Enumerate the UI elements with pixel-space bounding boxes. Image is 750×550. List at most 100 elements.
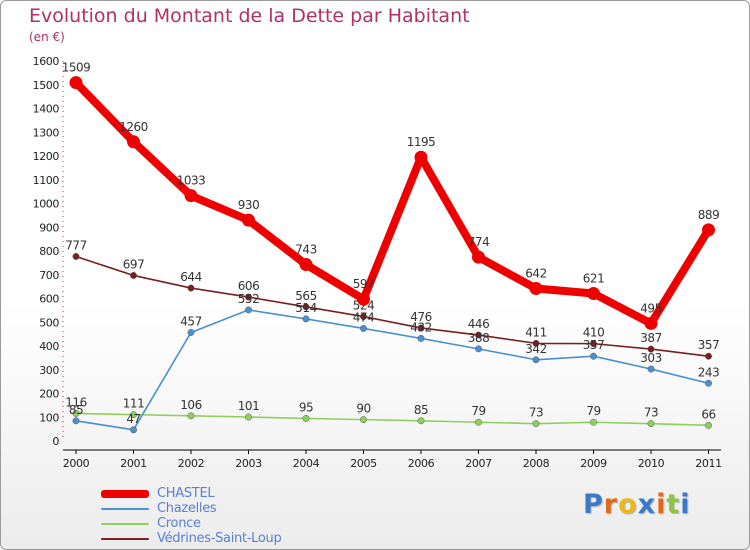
data-label-vedrines-saint-loup: 606 [238, 279, 259, 293]
data-point-chazelles [417, 334, 425, 342]
legend-label: CHASTEL [157, 485, 215, 501]
data-point-chazelles [72, 417, 80, 425]
data-label-cronce: 85 [414, 403, 428, 417]
data-point-cronce [705, 421, 712, 429]
legend-item: Chazelles [101, 501, 281, 516]
legend-label: Chazelles [157, 500, 217, 516]
legend-swatch [101, 522, 149, 525]
data-point-chastel [414, 150, 428, 164]
data-label-vedrines-saint-loup: 476 [410, 310, 431, 324]
data-label-chastel: 930 [238, 198, 259, 212]
data-label-chastel: 1033 [177, 174, 206, 188]
chart-legend: CHASTEL Chazelles Cronce Védrines-Saint-Lou… [101, 485, 282, 546]
data-label-chazelles: 474 [353, 310, 374, 324]
y-tick-label: 700 [39, 269, 59, 282]
data-point-vedrines-saint-loup [475, 331, 482, 339]
data-label-chastel: 1195 [407, 135, 436, 149]
y-tick-label: 300 [39, 364, 59, 377]
series-line-vedrines-saint-loup [75, 255, 710, 358]
data-point-cronce [130, 411, 137, 419]
series-line-chazelles [75, 309, 710, 431]
legend-swatch [101, 489, 149, 498]
y-tick-label: 1200 [33, 150, 60, 163]
data-label-cronce: 90 [356, 402, 370, 416]
chart-subtitle: (en €) [29, 30, 65, 44]
logo-letter: t [666, 489, 681, 520]
data-label-chazelles: 552 [238, 292, 259, 306]
data-label-chazelles: 357 [583, 338, 604, 352]
data-point-chastel [299, 258, 313, 272]
data-label-chastel: 889 [698, 208, 719, 222]
x-tick-label: 2000 [63, 457, 90, 470]
y-tick-label: 1100 [33, 174, 60, 187]
data-label-cronce: 79 [586, 404, 600, 418]
y-tick-label: 200 [39, 388, 59, 401]
data-point-chazelles [590, 352, 597, 360]
data-point-chastel [529, 282, 543, 296]
data-label-chazelles: 432 [410, 320, 431, 334]
data-point-cronce [245, 413, 252, 421]
y-tick-label: 1000 [33, 198, 60, 211]
y-tick-label: 400 [39, 340, 59, 353]
legend-label: Védrines-Saint-Loup [157, 530, 282, 546]
x-tick-label: 2005 [350, 457, 377, 470]
data-point-chastel [472, 250, 485, 264]
data-label-cronce: 111 [123, 397, 144, 411]
data-point-chastel [644, 316, 658, 330]
data-point-cronce [647, 420, 655, 428]
data-point-chazelles [130, 426, 137, 434]
legend-item: Cronce [101, 516, 281, 531]
data-label-chazelles: 243 [698, 365, 719, 379]
data-point-cronce [302, 414, 310, 422]
data-point-cronce [72, 410, 80, 417]
data-label-chastel: 642 [525, 267, 546, 281]
data-point-chazelles [245, 306, 252, 314]
data-label-vedrines-saint-loup: 777 [65, 238, 86, 252]
data-point-vedrines-saint-loup [417, 324, 425, 332]
legend-label: Cronce [157, 515, 201, 531]
data-point-chastel [357, 292, 370, 306]
data-point-chazelles [187, 329, 195, 336]
y-tick-label: 1500 [33, 79, 60, 92]
data-label-vedrines-saint-loup: 697 [123, 257, 144, 271]
chart-title: Evolution du Montant de la Dette par Hab… [29, 5, 470, 27]
data-point-vedrines-saint-loup [130, 272, 137, 279]
data-label-chastel: 621 [583, 272, 604, 286]
data-point-chastel [127, 135, 140, 149]
data-point-cronce [187, 412, 195, 420]
data-label-vedrines-saint-loup: 446 [468, 317, 489, 331]
logo-letter: o [618, 489, 638, 520]
legend-swatch [101, 507, 149, 510]
data-label-cronce: 101 [238, 399, 259, 413]
x-tick-label: 2009 [580, 457, 607, 470]
data-point-chastel [587, 287, 600, 301]
x-tick-label: 2010 [638, 457, 665, 470]
y-tick-label: 100 [39, 411, 59, 424]
data-point-chastel [242, 213, 255, 227]
x-tick-label: 2006 [408, 457, 435, 470]
y-tick-label: 800 [39, 245, 59, 258]
data-point-vedrines-saint-loup [590, 340, 597, 348]
y-tick-label: 0 [52, 435, 59, 448]
data-label-chastel: 597 [353, 277, 374, 291]
data-point-cronce [360, 416, 367, 424]
data-point-chazelles [705, 379, 712, 387]
data-point-vedrines-saint-loup [360, 313, 367, 320]
data-point-chazelles [360, 324, 367, 332]
data-point-vedrines-saint-loup [245, 293, 252, 301]
y-tick-label: 1300 [33, 126, 60, 139]
data-label-chazelles: 388 [468, 331, 489, 345]
data-point-chazelles [475, 345, 482, 353]
data-point-vedrines-saint-loup [647, 345, 655, 353]
logo-letter: i [656, 489, 667, 520]
y-tick-label: 500 [39, 316, 59, 329]
data-point-cronce [532, 420, 540, 428]
data-label-chastel: 774 [468, 235, 489, 249]
data-label-cronce: 79 [471, 404, 485, 418]
data-point-cronce [417, 417, 425, 425]
data-label-cronce: 116 [65, 395, 86, 409]
data-label-vedrines-saint-loup: 411 [525, 325, 546, 339]
data-label-chazelles: 85 [69, 403, 83, 417]
